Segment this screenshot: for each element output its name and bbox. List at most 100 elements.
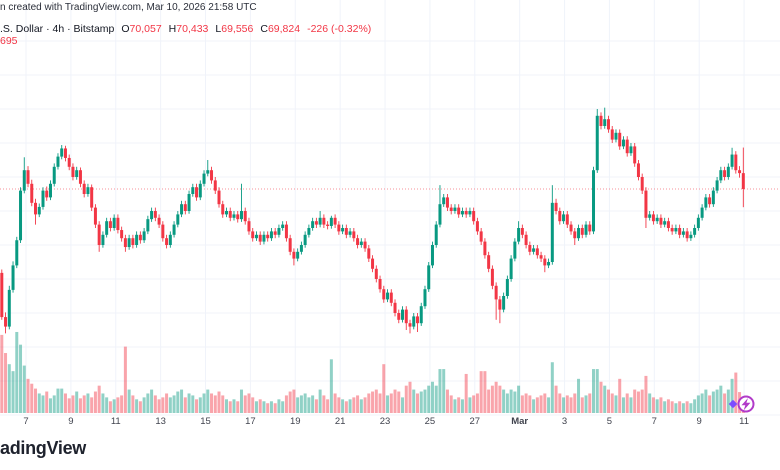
candle xyxy=(618,132,622,147)
volume-bar xyxy=(704,389,708,413)
candle xyxy=(7,289,11,327)
time-tick-label: 15 xyxy=(200,416,211,427)
candle xyxy=(636,163,640,177)
volume-bar xyxy=(311,395,315,413)
candle xyxy=(708,197,712,205)
time-tick-label: 5 xyxy=(607,416,612,427)
candle xyxy=(371,258,375,269)
volume-bar xyxy=(314,399,318,413)
volume-bar xyxy=(715,389,719,413)
volume-bar xyxy=(517,385,521,413)
candle xyxy=(45,190,49,198)
candle xyxy=(221,204,225,215)
volume-bar xyxy=(37,393,41,413)
volume-bar xyxy=(352,397,356,413)
candle xyxy=(142,231,146,241)
volume-bar xyxy=(359,399,363,413)
candle xyxy=(494,285,498,300)
volume-bar xyxy=(592,369,596,413)
candle xyxy=(580,228,584,235)
ohlc-item: L69,556 xyxy=(215,23,254,35)
volume-bar xyxy=(606,389,610,413)
candle xyxy=(225,211,228,215)
time-tick-label: 11 xyxy=(739,416,749,427)
ohlc-values: O70,057 H70,433 L69,556 C69,824 xyxy=(114,23,300,35)
volume-bar xyxy=(371,391,375,413)
candle xyxy=(318,217,322,225)
volume-bar xyxy=(700,393,704,413)
volume-bar xyxy=(674,403,678,413)
candle xyxy=(150,211,154,220)
volume-bar xyxy=(535,397,539,413)
time-axis[interactable]: 7 9 11 13 15 17 19 21 23 25 27 Mar 3 5 7 9 11 xyxy=(23,416,749,427)
volume-bar xyxy=(543,393,547,413)
candle xyxy=(558,211,562,222)
volume-bar xyxy=(172,395,176,413)
candle xyxy=(629,146,633,154)
candle xyxy=(588,224,592,232)
volume-bar xyxy=(225,399,228,413)
candle xyxy=(112,217,116,228)
candle xyxy=(367,248,371,259)
candle xyxy=(93,207,97,225)
volume-bar xyxy=(108,401,112,413)
candle xyxy=(693,228,697,235)
volume-bar xyxy=(475,393,479,413)
candle xyxy=(213,180,217,191)
volume-bar xyxy=(494,381,498,413)
volume-bar xyxy=(363,397,367,413)
volume-bar xyxy=(663,401,667,413)
event-marker-lightning-icon[interactable] xyxy=(728,395,755,413)
candle xyxy=(296,251,300,259)
candle xyxy=(311,221,315,228)
candle xyxy=(374,268,378,279)
volume-bar xyxy=(490,385,494,413)
volume-bar xyxy=(168,397,172,413)
candle xyxy=(90,187,94,208)
volume-bar xyxy=(266,403,270,413)
candle xyxy=(569,224,573,232)
volume-bar xyxy=(539,395,543,413)
volume-bar xyxy=(299,395,303,413)
volume-bar xyxy=(532,399,536,413)
volume-bar xyxy=(288,391,292,413)
volume-bar xyxy=(213,395,217,413)
volume-bar xyxy=(165,393,169,413)
candle xyxy=(648,214,652,218)
volume-bar xyxy=(67,398,71,413)
volume-bar xyxy=(187,393,191,413)
candle xyxy=(135,234,139,245)
candle xyxy=(299,245,303,252)
candle xyxy=(726,166,730,177)
volume-bar xyxy=(588,393,592,413)
volume-bar xyxy=(498,385,502,413)
candle xyxy=(554,202,558,211)
volume-bar xyxy=(127,389,131,413)
candle xyxy=(236,214,240,220)
volume-legend-value: 695 xyxy=(0,35,18,47)
volume-bars xyxy=(0,331,745,413)
candles xyxy=(0,107,745,334)
volume-bar xyxy=(655,399,659,413)
candle xyxy=(146,219,150,232)
volume-bar xyxy=(206,389,210,413)
volume-bar xyxy=(404,385,408,413)
candle xyxy=(655,217,659,222)
volume-bar xyxy=(337,397,341,413)
volume-bar xyxy=(251,397,255,413)
volume-bar xyxy=(326,399,330,413)
candle xyxy=(453,207,457,211)
volume-bar xyxy=(86,393,90,413)
candle xyxy=(700,207,704,218)
candle xyxy=(19,190,23,241)
volume-bar xyxy=(633,389,637,413)
volume-bar xyxy=(520,395,524,413)
candle xyxy=(382,289,386,300)
candle xyxy=(723,170,727,177)
candle xyxy=(457,207,461,215)
volume-bar xyxy=(547,397,551,413)
volume-bar xyxy=(318,389,322,413)
candle xyxy=(666,221,670,228)
volume-bar xyxy=(26,378,30,413)
